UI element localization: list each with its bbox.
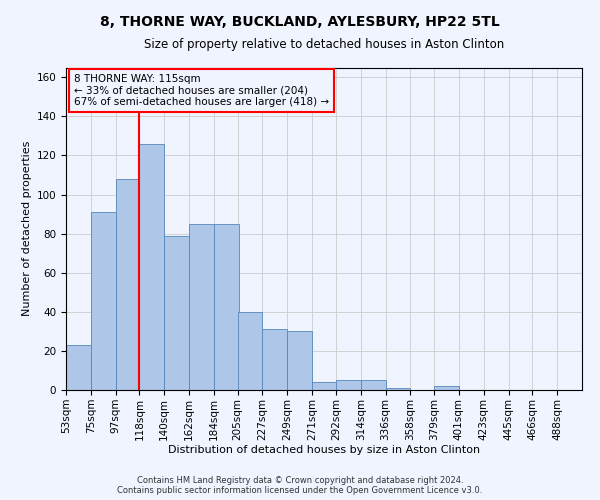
Bar (214, 224, 239, 390)
Text: Contains HM Land Registry data © Crown copyright and database right 2024.
Contai: Contains HM Land Registry data © Crown c… (118, 476, 482, 495)
Text: 8 THORNE WAY: 115sqm
← 33% of detached houses are smaller (204)
67% of semi-deta: 8 THORNE WAY: 115sqm ← 33% of detached h… (74, 74, 329, 107)
Bar (262, 330, 287, 390)
Bar (164, 236, 189, 390)
Bar (139, 144, 164, 390)
Bar (386, 388, 410, 390)
Bar (66, 345, 91, 390)
Bar (91, 212, 116, 390)
Text: 8, THORNE WAY, BUCKLAND, AYLESBURY, HP22 5TL: 8, THORNE WAY, BUCKLAND, AYLESBURY, HP22… (100, 15, 500, 29)
Y-axis label: Number of detached properties: Number of detached properties (22, 141, 32, 316)
Bar (189, 224, 214, 390)
Bar (116, 179, 140, 390)
Title: Size of property relative to detached houses in Aston Clinton: Size of property relative to detached ho… (144, 38, 504, 51)
Bar (361, 380, 386, 390)
Bar (312, 382, 337, 390)
Bar (336, 380, 361, 390)
X-axis label: Distribution of detached houses by size in Aston Clinton: Distribution of detached houses by size … (168, 446, 480, 456)
Bar (287, 332, 312, 390)
Bar (434, 386, 459, 390)
Bar (238, 312, 262, 390)
